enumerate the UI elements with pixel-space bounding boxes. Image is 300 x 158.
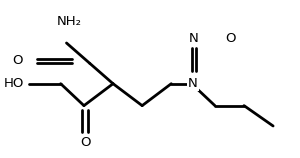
Text: N: N bbox=[188, 77, 198, 90]
Text: HO: HO bbox=[4, 77, 24, 90]
Text: NH₂: NH₂ bbox=[57, 15, 82, 27]
Text: N: N bbox=[189, 32, 199, 45]
Text: O: O bbox=[12, 55, 23, 67]
Text: O: O bbox=[225, 32, 236, 45]
Text: O: O bbox=[80, 136, 91, 149]
